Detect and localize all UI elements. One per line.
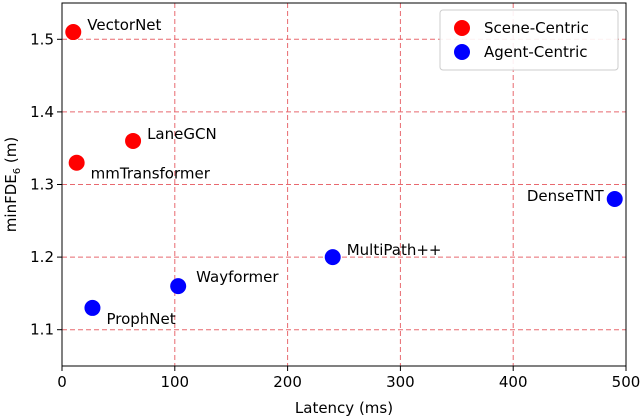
- legend-label: Scene-Centric: [484, 19, 589, 37]
- y-tick-label: 1.5: [30, 30, 54, 48]
- y-axis-label-subscript: 6: [12, 168, 23, 174]
- x-axis-label: Latency (ms): [295, 399, 393, 417]
- legend-marker: [454, 20, 470, 36]
- y-axis-label: minFDE6 (m): [2, 137, 23, 232]
- point-label: VectorNet: [87, 16, 161, 34]
- x-tick-label: 400: [499, 373, 528, 391]
- y-tick-label: 1.3: [30, 176, 54, 194]
- point-label: MultiPath++: [347, 241, 442, 259]
- legend-label: Agent-Centric: [484, 43, 587, 61]
- legend: Scene-Centric Agent-Centric: [439, 9, 619, 71]
- point-label: LaneGCN: [147, 125, 217, 143]
- x-tick-label: 200: [273, 373, 302, 391]
- x-tick-label: 0: [57, 373, 67, 391]
- data-point: [84, 299, 101, 316]
- data-point: [606, 191, 623, 208]
- y-axis-label-suffix: (m): [2, 137, 20, 168]
- y-axis-label-base: minFDE: [2, 174, 20, 232]
- x-tick-label: 300: [386, 373, 415, 391]
- y-tick-label: 1.4: [30, 103, 54, 121]
- data-points: [65, 24, 623, 316]
- point-label: DenseTNT: [527, 187, 605, 205]
- x-tick-label: 100: [160, 373, 189, 391]
- point-labels: VectorNet LaneGCN mmTransformer DenseTNT Mul…: [87, 16, 604, 328]
- data-point: [68, 154, 85, 171]
- data-point: [65, 24, 82, 41]
- x-tick-label: 500: [612, 373, 640, 391]
- y-tick-label: 1.1: [30, 321, 54, 339]
- data-point: [170, 278, 187, 295]
- point-label: mmTransformer: [91, 165, 211, 183]
- axis-ticks: 0 100 200 300 400 500 1.1 1.2 1.3 1.4 1.5: [30, 30, 640, 391]
- legend-marker: [454, 44, 470, 60]
- data-point: [324, 249, 341, 266]
- data-point: [125, 132, 142, 149]
- point-label: Wayformer: [196, 268, 279, 286]
- legend-box: [439, 9, 619, 71]
- point-label: ProphNet: [106, 310, 175, 328]
- y-tick-label: 1.2: [30, 248, 54, 266]
